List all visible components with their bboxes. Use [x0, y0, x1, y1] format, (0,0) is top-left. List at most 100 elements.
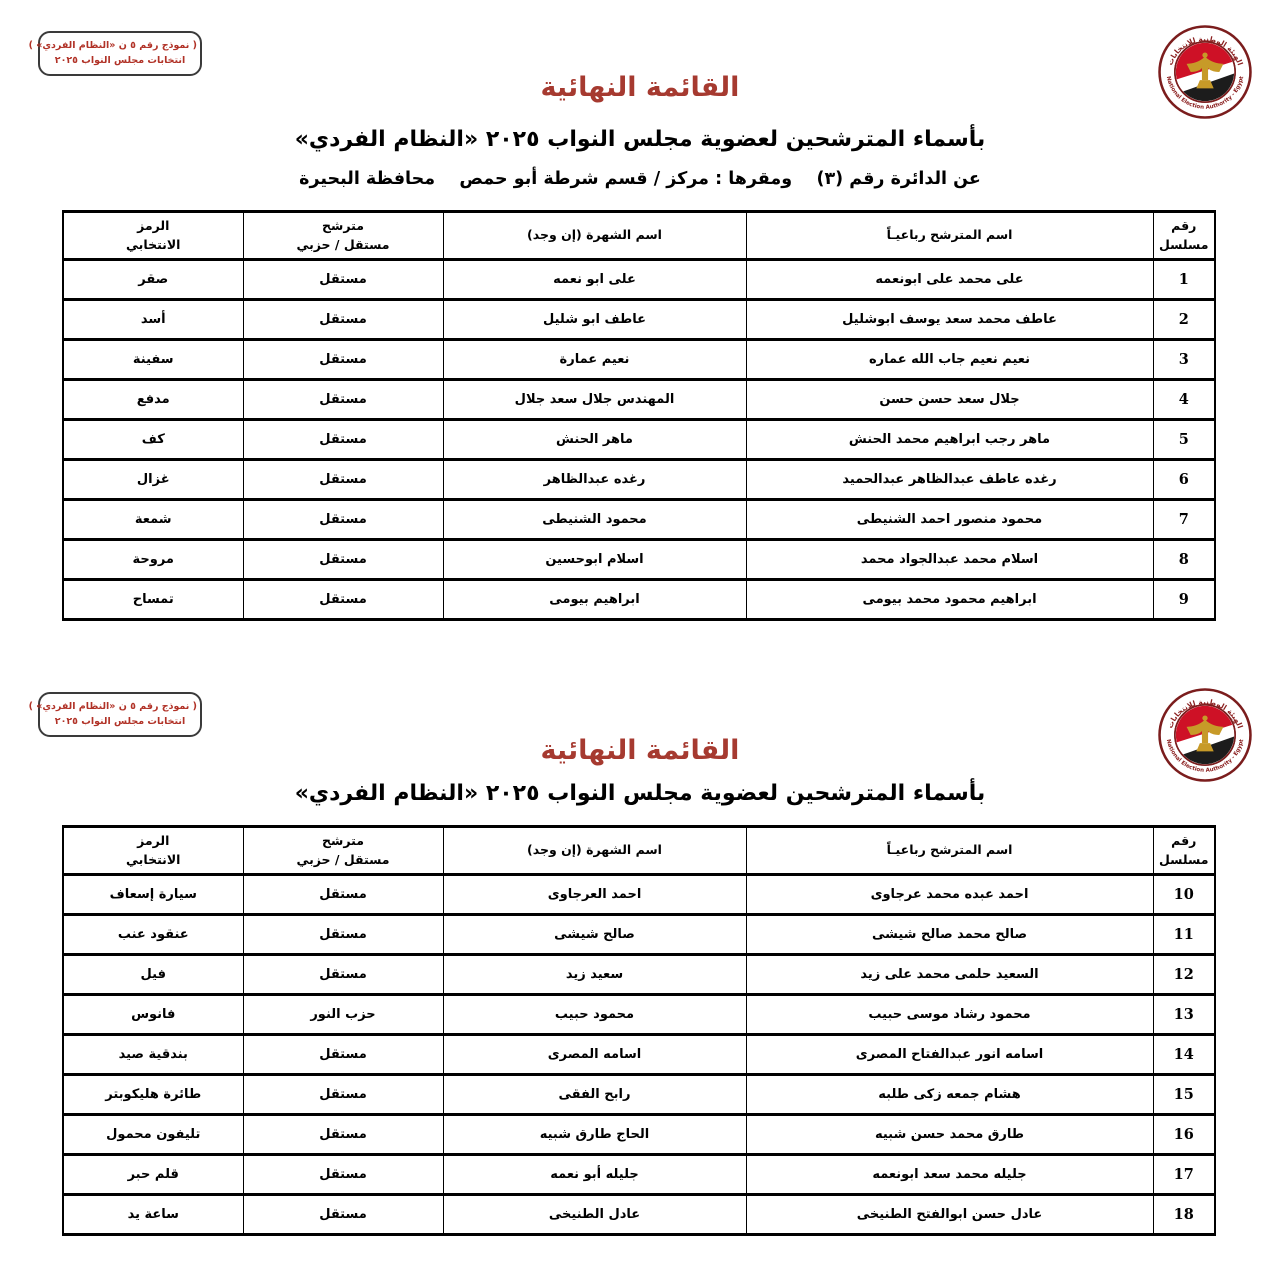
candidates-table-wrap-1: رقم مسلسل اسم المترشح رباعيـاً اسم الشهر…: [62, 210, 1216, 621]
table-row: 3 نعيم نعيم جاب الله عماره نعيم عمارة مستقل…: [62, 338, 1216, 381]
table-row: 14 اسامه انور عبدالفتاح المصرى اسامه المصر…: [62, 1033, 1216, 1076]
cell-full-name: محمود رشاد موسى حبيب: [745, 993, 1154, 1036]
cell-full-name: طارق محمد حسن شبيه: [745, 1113, 1154, 1156]
cell-known-as: رابح الفقى: [442, 1073, 747, 1116]
table-row: 2 عاطف محمد سعد يوسف ابوشليل عاطف ابو شليل…: [62, 298, 1216, 341]
table-row: 12 السعيد حلمى محمد على زيد سعيد زيد مستقل ف…: [62, 953, 1216, 996]
cell-serial: 2: [1152, 298, 1216, 341]
header-electoral-symbol: الرمز الانتخابي: [62, 210, 244, 261]
cell-known-as: عادل الطنيخى: [442, 1193, 747, 1236]
cell-known-as: اسامه المصرى: [442, 1033, 747, 1076]
cell-serial: 14: [1152, 1033, 1216, 1076]
cell-symbol: شمعة: [62, 498, 244, 541]
cell-symbol: مروحة: [62, 538, 244, 581]
table-row: 18 عادل حسن ابوالفتح الطنيخى عادل الطنيخى م…: [62, 1193, 1216, 1236]
table-row: 10 احمد عبده محمد عرجاوى احمد العرجاوى مستق…: [62, 873, 1216, 916]
table-row: 11 صالح محمد صالح شيشى صالح شيشى مستقل عنقود…: [62, 913, 1216, 956]
cell-known-as: محمود الشنيطى: [442, 498, 747, 541]
table-header-row: رقم مسلسل اسم المترشح رباعيـاً اسم الشهر…: [62, 825, 1216, 876]
cell-serial: 16: [1152, 1113, 1216, 1156]
cell-serial: 5: [1152, 418, 1216, 461]
nea-logo-emblem: الهيئة الوطنية للانتخابات National Elect…: [1158, 25, 1252, 119]
cell-affiliation: حزب النور: [242, 993, 444, 1036]
form-number-stamp: ( نموذج رقم ٥ ن «النظام الفردي» ) انتخاب…: [28, 692, 202, 738]
cell-affiliation: مستقل: [242, 258, 444, 301]
cell-symbol: تمساح: [62, 578, 244, 621]
header-candidate-name: اسم المترشح رباعيـاً: [745, 210, 1154, 261]
table-header-row: رقم مسلسل اسم المترشح رباعيـاً اسم الشهر…: [62, 210, 1216, 261]
cell-known-as: ماهر الحنش: [442, 418, 747, 461]
cell-full-name: على محمد على ابونعمه: [745, 258, 1154, 301]
cell-symbol: قلم حبر: [62, 1153, 244, 1196]
cell-known-as: جليله أبو نعمه: [442, 1153, 747, 1196]
nea-logo-emblem: الهيئة الوطنية للانتخابات National Elect…: [1158, 688, 1252, 782]
cell-full-name: اسلام محمد عبدالجواد محمد: [745, 538, 1154, 581]
cell-known-as: عاطف ابو شليل: [442, 298, 747, 341]
page-title: القائمة النهائية: [540, 735, 740, 766]
cell-serial: 17: [1152, 1153, 1216, 1196]
cell-full-name: اسامه انور عبدالفتاح المصرى: [745, 1033, 1154, 1076]
cell-symbol: طائرة هليكوبتر: [62, 1073, 244, 1116]
cell-full-name: صالح محمد صالح شيشى: [745, 913, 1154, 956]
table-row: 1 على محمد على ابونعمه على ابو نعمه مستقل صق…: [62, 258, 1216, 301]
cell-symbol: مدفع: [62, 378, 244, 421]
cell-symbol: بندقية صيد: [62, 1033, 244, 1076]
stamp-form-line: ( نموذج رقم ٥ ن «النظام الفردي» ): [28, 701, 197, 712]
stamp-election-line: انتخابات مجلس النواب ٢٠٢٥: [54, 716, 186, 728]
page-subtitle: بأسماء المترشحين لعضوية مجلس النواب ٢٠٢٥…: [294, 127, 986, 152]
table-row: 9 ابراهيم محمود محمد بيومى ابراهيم بيومى مس…: [62, 578, 1216, 621]
cell-full-name: السعيد حلمى محمد على زيد: [745, 953, 1154, 996]
list-section-2: ( نموذج رقم ٥ ن «النظام الفردي» ) انتخاب…: [0, 680, 1280, 1272]
cell-serial: 10: [1152, 873, 1216, 916]
cell-full-name: عاطف محمد سعد يوسف ابوشليل: [745, 298, 1154, 341]
cell-affiliation: مستقل: [242, 338, 444, 381]
table-row: 7 محمود منصور احمد الشنيطى محمود الشنيطى مس…: [62, 498, 1216, 541]
cell-known-as: على ابو نعمه: [442, 258, 747, 301]
cell-affiliation: مستقل: [242, 913, 444, 956]
table-row: 15 هشام جمعه زكى طلبه رابح الفقى مستقل طائرة…: [62, 1073, 1216, 1116]
national-election-authority-logo: الهيئة الوطنية للانتخابات National Elect…: [1158, 688, 1252, 782]
cell-symbol: فيل: [62, 953, 244, 996]
cell-symbol: تليفون محمول: [62, 1113, 244, 1156]
stamp-election-line: انتخابات مجلس النواب ٢٠٢٥: [54, 55, 186, 67]
header-known-as: اسم الشهرة (إن وجد): [442, 825, 747, 876]
cell-full-name: جلال سعد حسن حسن: [745, 378, 1154, 421]
cell-serial: 1: [1152, 258, 1216, 301]
header-known-as: اسم الشهرة (إن وجد): [442, 210, 747, 261]
cell-affiliation: مستقل: [242, 1193, 444, 1236]
cell-serial: 3: [1152, 338, 1216, 381]
cell-serial: 12: [1152, 953, 1216, 996]
cell-serial: 9: [1152, 578, 1216, 621]
cell-affiliation: مستقل: [242, 578, 444, 621]
cell-symbol: عنقود عنب: [62, 913, 244, 956]
cell-serial: 18: [1152, 1193, 1216, 1236]
cell-known-as: احمد العرجاوى: [442, 873, 747, 916]
cell-symbol: غزال: [62, 458, 244, 501]
table-row: 17 جليله محمد سعد ابونعمه جليله أبو نعمه مس…: [62, 1153, 1216, 1196]
form-number-stamp: ( نموذج رقم ٥ ن «النظام الفردي» ) انتخاب…: [29, 31, 202, 77]
header-serial-number: رقم مسلسل: [1152, 210, 1216, 261]
table-row: 16 طارق محمد حسن شبيه الحاج طارق شبيه مستقل…: [62, 1113, 1216, 1156]
table-row: 13 محمود رشاد موسى حبيب محمود حبيب حزب النو…: [62, 993, 1216, 1036]
cell-known-as: اسلام ابوحسين: [442, 538, 747, 581]
cell-affiliation: مستقل: [242, 1113, 444, 1156]
district-line: عن الدائرة رقم (٣) ومقرها : مركز / قسم ش…: [299, 169, 981, 189]
gold-eagle-icon: [1186, 52, 1224, 89]
cell-full-name: ابراهيم محمود محمد بيومى: [745, 578, 1154, 621]
cell-known-as: صالح شيشى: [442, 913, 747, 956]
cell-affiliation: مستقل: [242, 378, 444, 421]
header-candidate-name: اسم المترشح رباعيـاً: [745, 825, 1154, 876]
cell-full-name: عادل حسن ابوالفتح الطنيخى: [745, 1193, 1154, 1236]
header-affiliation: مترشح مستقل / حزبي: [242, 825, 444, 876]
cell-full-name: نعيم نعيم جاب الله عماره: [745, 338, 1154, 381]
cell-known-as: ابراهيم بيومى: [442, 578, 747, 621]
cell-serial: 15: [1152, 1073, 1216, 1116]
candidates-table-1: رقم مسلسل اسم المترشح رباعيـاً اسم الشهر…: [62, 210, 1216, 621]
cell-full-name: احمد عبده محمد عرجاوى: [745, 873, 1154, 916]
cell-known-as: محمود حبيب: [442, 993, 747, 1036]
table-row: 6 رغده عاطف عبدالظاهر عبدالحميد رغده عبدال…: [62, 458, 1216, 501]
cell-known-as: الحاج طارق شبيه: [442, 1113, 747, 1156]
cell-affiliation: مستقل: [242, 498, 444, 541]
cell-full-name: رغده عاطف عبدالظاهر عبدالحميد: [745, 458, 1154, 501]
